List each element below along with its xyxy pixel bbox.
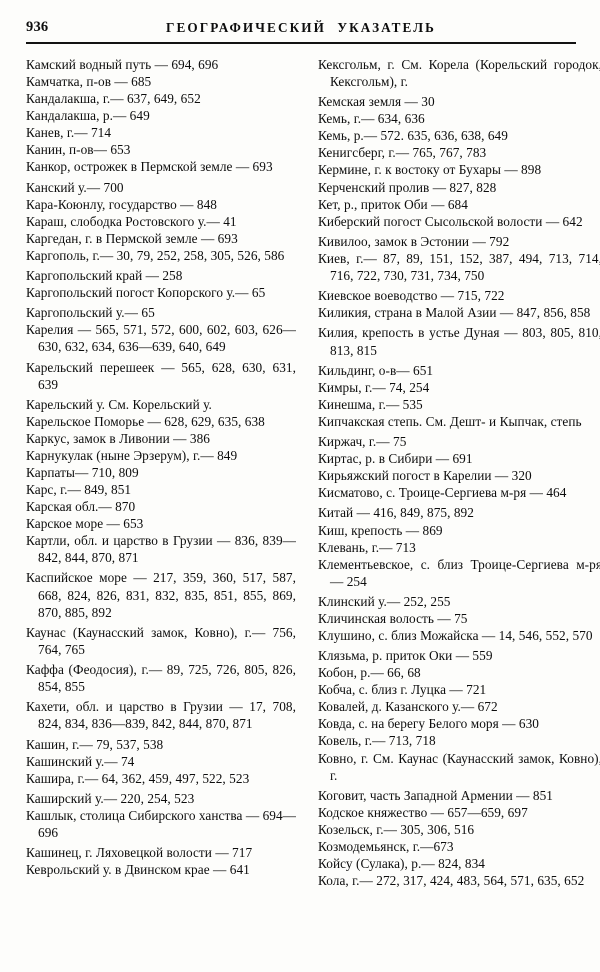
index-entry: Карнукулак (ныне Эрзерум), г.— 849 xyxy=(26,447,238,463)
index-entry: Керченский пролив — 827, 828 xyxy=(318,179,497,195)
index-entry: Кеврольский у. в Двинском крае — 641 xyxy=(26,862,250,878)
index-entry: Карелия — 565, 571, 572, 600, 602, 603, … xyxy=(26,322,296,355)
index-entry: Ковалей, д. Казанского у.— 672 xyxy=(318,699,498,715)
index-entry: Кемская земля — 30 xyxy=(318,94,435,110)
index-entry: Кипчакская степь. См. Дешт- и Кыпчак, ст… xyxy=(318,413,582,429)
running-head: 936 ГЕОГРАФИЧЕСКИЙ УКАЗАТЕЛЬ xyxy=(26,17,576,39)
index-entry: Козмодемьянск, г.—673 xyxy=(318,838,454,854)
index-entry: Ковда, с. на берегу Белого моря — 630 xyxy=(318,716,539,732)
index-entry: Каргопольский край — 258 xyxy=(26,267,183,283)
index-entry: Китай — 416, 849, 875, 892 xyxy=(318,505,474,521)
index-entry: Киев, г.— 87, 89, 151, 152, 387, 494, 71… xyxy=(318,250,600,283)
index-entry: Козельск, г.— 305, 306, 516 xyxy=(318,821,475,837)
index-entry: Клементьевское, с. близ Троице-Сергиева … xyxy=(318,556,600,589)
index-entry: Кашира, г.— 64, 362, 459, 497, 522, 523 xyxy=(26,770,250,786)
index-entry: Каспийское море — 217, 359, 360, 517, 58… xyxy=(26,570,296,620)
index-entry: Киликия, страна в Малой Азии — 847, 856,… xyxy=(318,305,591,321)
index-entry: Кандалакша, г.— 637, 649, 652 xyxy=(26,91,201,107)
index-entry: Камчатка, п-ов — 685 xyxy=(26,74,152,90)
index-entry: Кола, г.— 272, 317, 424, 483, 564, 571, … xyxy=(318,873,585,889)
index-entry: Кивилоо, замок в Эстонии — 792 xyxy=(318,233,510,249)
index-entry: Клинский у.— 252, 255 xyxy=(318,593,451,609)
index-entry: Кахети, обл. и царство в Грузии — 17, 70… xyxy=(26,699,296,732)
index-entry: Кексгольм, г. См. Корела (Корельский гор… xyxy=(318,57,600,90)
index-entry: Картли, обл. и царство в Грузии — 836, 8… xyxy=(26,533,296,566)
index-entry: Канкор, острожек в Пермской земле — 693 xyxy=(26,159,273,175)
index-entry: Каргопольский у.— 65 xyxy=(26,305,155,321)
index-entry: Киш, крепость — 869 xyxy=(318,522,443,538)
index-entry: Каркус, замок в Ливонии — 386 xyxy=(26,430,210,446)
index-entry: Коговит, часть Западной Армении — 851 xyxy=(318,787,553,803)
page-title: ГЕОГРАФИЧЕСКИЙ УКАЗАТЕЛЬ xyxy=(166,20,436,35)
index-entry: Кашинский у.— 74 xyxy=(26,753,135,769)
index-column-left: Камский водный путь — 694, 696 Камчатка, … xyxy=(26,56,296,964)
index-entry: Кермине, г. к востоку от Бухары — 898 xyxy=(318,162,542,178)
header-rule xyxy=(26,42,576,45)
index-entry: Килия, крепость в устье Дуная — 803, 805… xyxy=(318,325,600,358)
index-entry: Ковно, г. См. Каунас (Каунасский замок, … xyxy=(318,750,600,783)
index-entry: Кирьяжский погост в Карелии — 320 xyxy=(318,468,532,484)
index-entry: Киевское воеводство — 715, 722 xyxy=(318,288,505,304)
index-entry: Карельское Поморье — 628, 629, 635, 638 xyxy=(26,413,265,429)
index-entry: Кемь, р.— 572. 635, 636, 638, 649 xyxy=(318,128,508,144)
index-entry: Ковель, г.— 713, 718 xyxy=(318,733,436,749)
index-entry: Кобон, р.— 66, 68 xyxy=(318,665,421,681)
index-entry: Кара-Коюнлу, государство — 848 xyxy=(26,196,217,212)
index-entry: Канин, п-ов— 653 xyxy=(26,142,131,158)
index-entry: Карпаты— 710, 809 xyxy=(26,465,139,481)
index-entry: Канский у.— 700 xyxy=(26,179,124,195)
index-entry: Карс, г.— 849, 851 xyxy=(26,482,132,498)
index-entry: Кличинская волость — 75 xyxy=(318,610,468,626)
index-entry: Кандалакша, р.— 649 xyxy=(26,108,150,124)
index-entry: Каргопольский погост Копорского у.— 65 xyxy=(26,284,266,300)
index-entry: Кинешма, г.— 535 xyxy=(318,396,423,412)
index-entry: Клязьма, р. приток Оки — 559 xyxy=(318,648,493,664)
index-entry: Койсу (Сулака), р.— 824, 834 xyxy=(318,855,486,871)
index-entry: Карельский перешеек — 565, 628, 630, 631… xyxy=(26,359,296,392)
index-entry: Кенигсберг, г.— 765, 767, 783 xyxy=(318,145,487,161)
index-entry: Киржач, г.— 75 xyxy=(318,434,407,450)
index-entry: Клевань, г.— 713 xyxy=(318,539,416,555)
index-entry: Канев, г.— 714 xyxy=(26,125,112,141)
index-column-right: Кексгольм, г. См. Корела (Корельский гор… xyxy=(318,56,600,964)
index-entry: Каширский у.— 220, 254, 523 xyxy=(26,790,195,806)
index-entry: Кисматово, с. Троице-Сергиева м-ря — 464 xyxy=(318,485,567,501)
index-entry: Каффа (Феодосия), г.— 89, 725, 726, 805,… xyxy=(26,662,296,695)
index-entry: Кемь, г.— 634, 636 xyxy=(318,111,425,127)
index-entry: Кашинец, г. Ляховецкой волости — 717 xyxy=(26,845,253,861)
index-entry: Карское море — 653 xyxy=(26,516,144,532)
index-entry: Каргедан, г. в Пермской земле — 693 xyxy=(26,230,238,246)
index-entry: Кобча, с. близ г. Луцка — 721 xyxy=(318,682,487,698)
index-entry: Киберский погост Сысольской волости — 64… xyxy=(318,213,583,229)
index-entry: Каргополь, г.— 30, 79, 252, 258, 305, 52… xyxy=(26,247,285,263)
index-entry: Карская обл.— 870 xyxy=(26,499,136,515)
index-entry: Клушино, с. близ Можайска — 14, 546, 552… xyxy=(318,628,593,643)
index-entry: Кильдинг, о-в— 651 xyxy=(318,362,434,378)
index-entry: Камский водный путь — 694, 696 xyxy=(26,57,219,72)
index-entry: Каунас (Каунасский замок, Ковно), г.— 75… xyxy=(26,624,296,657)
index-entry: Кодское княжество — 657—659, 697 xyxy=(318,804,528,820)
index-entry: Кашин, г.— 79, 537, 538 xyxy=(26,736,164,752)
index-entry: Кет, р., приток Оби — 684 xyxy=(318,196,468,212)
index-entry: Карельский у. См. Корельский у. xyxy=(26,396,212,412)
index-columns: Камский водный путь — 694, 696 Камчатка, … xyxy=(26,56,600,964)
index-entry: Киртас, р. в Сибири — 691 xyxy=(318,451,473,467)
index-entry: Кашлык, столица Сибирского ханства — 694… xyxy=(26,808,297,841)
index-entry: Кимры, г.— 74, 254 xyxy=(318,379,430,395)
index-entry: Караш, слободка Ростовского у.— 41 xyxy=(26,213,237,229)
page-number: 936 xyxy=(26,19,49,35)
